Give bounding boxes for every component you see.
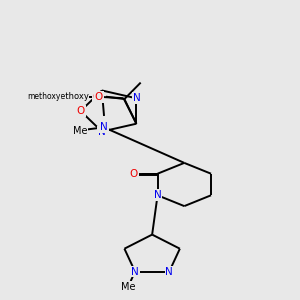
Text: Me: Me (73, 126, 88, 136)
Text: N: N (133, 93, 140, 103)
Text: Me: Me (121, 281, 136, 292)
Text: O: O (93, 92, 101, 102)
Text: methoxy: methoxy (52, 92, 89, 100)
Text: O: O (76, 106, 85, 116)
Text: N: N (98, 127, 106, 136)
Text: O: O (130, 169, 138, 179)
Text: O: O (94, 92, 103, 102)
Text: N: N (165, 266, 173, 277)
Text: N: N (154, 190, 161, 200)
Text: methoxy: methoxy (27, 92, 61, 100)
Text: N: N (131, 266, 139, 277)
Text: N: N (100, 122, 108, 132)
